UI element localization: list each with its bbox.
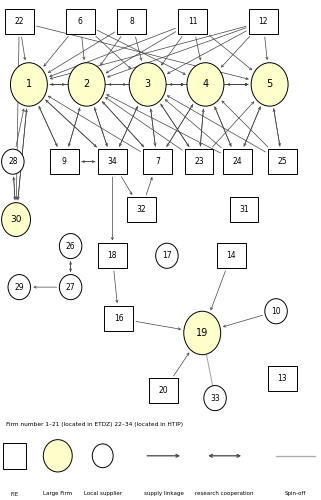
Text: 8: 8: [129, 17, 134, 26]
FancyBboxPatch shape: [3, 443, 26, 468]
FancyBboxPatch shape: [5, 9, 34, 34]
Ellipse shape: [187, 62, 224, 106]
Text: 26: 26: [66, 242, 75, 250]
FancyBboxPatch shape: [223, 149, 252, 174]
Text: 10: 10: [271, 306, 281, 316]
Text: 30: 30: [10, 215, 22, 224]
Text: 12: 12: [258, 17, 268, 26]
FancyBboxPatch shape: [268, 366, 297, 392]
Text: 25: 25: [278, 157, 287, 166]
FancyBboxPatch shape: [127, 198, 156, 222]
Text: 24: 24: [233, 157, 242, 166]
FancyBboxPatch shape: [66, 9, 95, 34]
Text: 31: 31: [239, 206, 249, 214]
Text: Local supplier: Local supplier: [84, 492, 122, 496]
Text: 33: 33: [210, 394, 220, 402]
Text: 4: 4: [202, 80, 209, 90]
Ellipse shape: [129, 62, 166, 106]
Ellipse shape: [10, 62, 48, 106]
FancyBboxPatch shape: [185, 149, 213, 174]
FancyBboxPatch shape: [104, 306, 133, 331]
Text: 2: 2: [83, 80, 90, 90]
Text: 6: 6: [78, 17, 83, 26]
Text: 22: 22: [14, 17, 24, 26]
Text: Large Firm: Large Firm: [43, 492, 72, 496]
FancyBboxPatch shape: [117, 9, 146, 34]
Text: FIE: FIE: [10, 492, 19, 496]
Text: 3: 3: [144, 80, 151, 90]
FancyBboxPatch shape: [98, 149, 127, 174]
Text: 29: 29: [14, 282, 24, 292]
Ellipse shape: [92, 444, 113, 468]
Text: 16: 16: [114, 314, 124, 323]
Text: 20: 20: [159, 386, 169, 396]
Text: 23: 23: [194, 157, 204, 166]
Text: 32: 32: [136, 206, 146, 214]
Text: 11: 11: [188, 17, 197, 26]
Text: 5: 5: [266, 80, 273, 90]
Ellipse shape: [59, 234, 82, 258]
Ellipse shape: [43, 440, 72, 472]
Text: 14: 14: [226, 252, 236, 260]
Text: 28: 28: [8, 157, 18, 166]
FancyBboxPatch shape: [149, 378, 178, 404]
FancyBboxPatch shape: [178, 9, 207, 34]
Ellipse shape: [59, 274, 82, 299]
FancyBboxPatch shape: [230, 198, 258, 222]
Text: supply linkage: supply linkage: [144, 492, 184, 496]
Text: 13: 13: [278, 374, 287, 384]
Ellipse shape: [265, 298, 287, 324]
Ellipse shape: [2, 202, 30, 236]
Text: 17: 17: [162, 252, 172, 260]
Text: research cooperation: research cooperation: [195, 492, 254, 496]
Text: 7: 7: [155, 157, 160, 166]
FancyBboxPatch shape: [249, 9, 278, 34]
Text: 1: 1: [26, 80, 32, 90]
FancyBboxPatch shape: [217, 243, 246, 268]
Text: 34: 34: [108, 157, 117, 166]
Ellipse shape: [184, 311, 221, 354]
FancyBboxPatch shape: [268, 149, 297, 174]
Ellipse shape: [68, 62, 105, 106]
Text: 19: 19: [196, 328, 208, 338]
FancyBboxPatch shape: [50, 149, 79, 174]
Text: Spin-off: Spin-off: [285, 492, 306, 496]
Text: 27: 27: [66, 282, 75, 292]
Ellipse shape: [156, 243, 178, 268]
FancyBboxPatch shape: [143, 149, 172, 174]
Ellipse shape: [8, 274, 30, 299]
Text: 18: 18: [108, 252, 117, 260]
FancyBboxPatch shape: [98, 243, 127, 268]
Text: 9: 9: [62, 157, 67, 166]
Ellipse shape: [204, 386, 226, 410]
Ellipse shape: [251, 62, 288, 106]
Text: Firm number 1–21 (located in ETDZ) 22–34 (located in HTIP): Firm number 1–21 (located in ETDZ) 22–34…: [6, 422, 184, 427]
Ellipse shape: [2, 149, 24, 174]
